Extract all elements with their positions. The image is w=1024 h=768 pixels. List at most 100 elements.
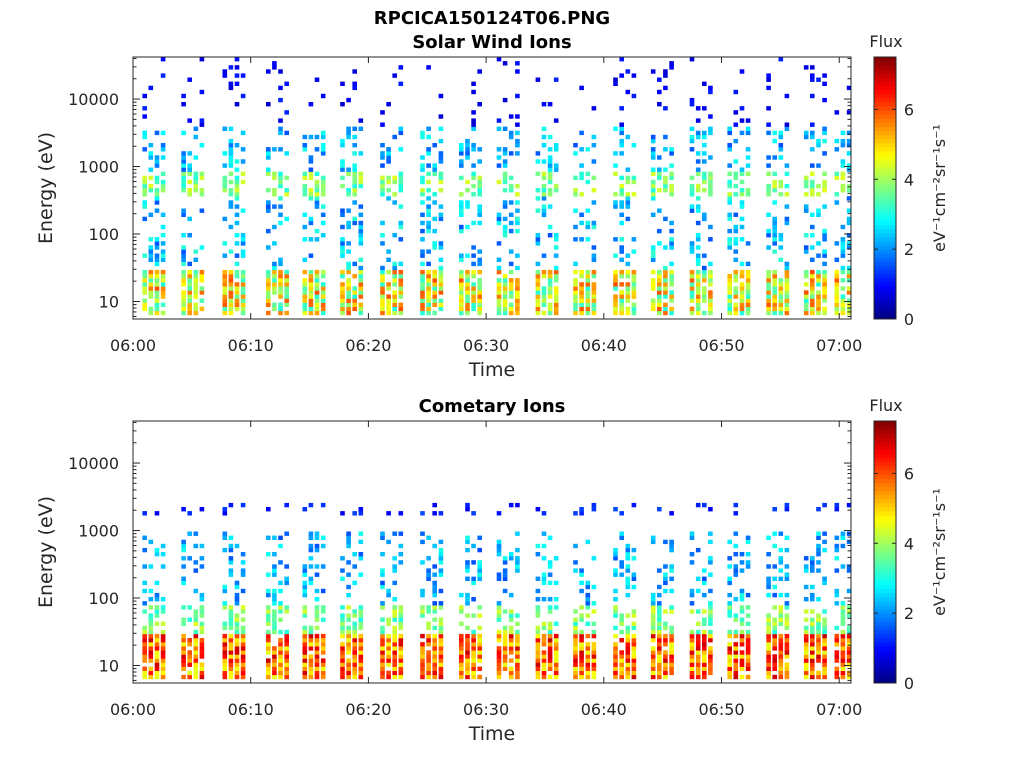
heatmap-cell: [591, 306, 597, 312]
heatmap-cell: [772, 171, 777, 176]
heatmap-cell: [663, 674, 668, 680]
heatmap-cell: [420, 560, 425, 565]
heatmap-cell: [591, 298, 597, 303]
heatmap-cell: [803, 568, 809, 573]
heatmap-cell: [502, 588, 508, 594]
heatmap-cell: [154, 613, 160, 618]
heatmap-cell: [810, 93, 815, 99]
heatmap-cell: [340, 666, 345, 671]
heatmap-cell: [834, 502, 840, 508]
heatmap-cell: [727, 212, 732, 217]
heatmap-cell: [733, 310, 739, 316]
heatmap-cell: [573, 143, 578, 148]
heatmap-cell: [772, 617, 777, 622]
heatmap-cell: [160, 633, 166, 639]
heatmap-cell: [477, 625, 482, 631]
heatmap-cell: [340, 269, 345, 275]
heatmap-cell: [426, 208, 431, 213]
heatmap-cell: [625, 646, 631, 651]
heatmap-cell: [745, 633, 751, 639]
heatmap-cell: [193, 306, 199, 312]
heatmap-cell: [846, 188, 852, 193]
heatmap-cell: [822, 126, 827, 131]
heatmap-cell: [314, 633, 320, 639]
heatmap-cell: [573, 674, 578, 680]
heatmap-cell: [142, 200, 147, 205]
heatmap-cell: [193, 621, 199, 626]
heatmap-cell: [778, 134, 784, 140]
heatmap-cell: [733, 543, 739, 549]
heatmap-cell: [358, 286, 364, 291]
heatmap-cell: [398, 171, 404, 176]
heatmap-cell: [234, 654, 240, 659]
heatmap-cell: [426, 294, 431, 299]
heatmap-cell: [380, 122, 385, 127]
heatmap-cell: [840, 658, 846, 663]
heatmap-cell: [695, 245, 701, 250]
heatmap-cell: [392, 290, 397, 295]
heatmap-cell: [695, 654, 701, 659]
heatmap-cell: [272, 188, 277, 193]
heatmap-cell: [181, 269, 186, 275]
heatmap-cell: [314, 617, 320, 622]
colorbar-segment: [874, 159, 896, 164]
heatmap-cell: [689, 294, 695, 299]
colorbar-segment: [874, 523, 896, 528]
heatmap-cell: [840, 642, 846, 647]
heatmap-cell: [358, 265, 364, 271]
heatmap-cell: [846, 310, 852, 316]
heatmap-cell: [222, 290, 228, 295]
heatmap-cell: [228, 294, 234, 299]
heatmap-cell: [160, 253, 166, 258]
heatmap-cell: [398, 674, 404, 680]
heatmap-cell: [695, 662, 701, 667]
heatmap-cell: [358, 183, 364, 189]
heatmap-cell: [846, 609, 852, 614]
heatmap-cell: [502, 163, 508, 168]
heatmap-cell: [766, 294, 771, 299]
heatmap-cell: [822, 278, 827, 283]
heatmap-cell: [846, 638, 852, 643]
heatmap-cell: [352, 171, 357, 176]
heatmap-cell: [426, 302, 431, 307]
heatmap-cell: [515, 69, 520, 74]
heatmap-cell: [766, 290, 771, 295]
heatmap-cell: [272, 241, 277, 246]
heatmap-cell: [340, 102, 345, 107]
heatmap-cell: [502, 282, 508, 287]
heatmap-cell: [619, 670, 624, 676]
heatmap-cell: [240, 625, 246, 631]
heatmap-cell: [650, 646, 656, 651]
heatmap-cell: [199, 118, 205, 123]
heatmap-cell: [234, 298, 240, 303]
heatmap-cell: [154, 163, 160, 168]
heatmap-cell: [392, 674, 397, 680]
heatmap-cell: [148, 245, 154, 250]
y-tick-label: 10: [99, 656, 119, 675]
x-tick-label: 06:20: [345, 336, 391, 355]
heatmap-cell: [340, 629, 345, 635]
heatmap-cell: [496, 310, 502, 316]
heatmap-cell: [733, 228, 739, 234]
heatmap-cell: [426, 163, 431, 168]
heatmap-cell: [358, 539, 364, 545]
heatmap-cell: [386, 638, 391, 643]
heatmap-cell: [778, 638, 784, 643]
heatmap-cell: [739, 633, 745, 639]
heatmap-cell: [840, 670, 846, 676]
heatmap-cell: [695, 204, 701, 209]
heatmap-cell: [187, 662, 192, 667]
heatmap-cell: [234, 274, 240, 279]
heatmap-cell: [222, 286, 228, 291]
heatmap-cell: [392, 310, 397, 316]
heatmap-cell: [228, 163, 234, 168]
heatmap-cell: [496, 543, 502, 549]
heatmap-cell: [625, 200, 631, 205]
heatmap-cell: [669, 171, 674, 176]
heatmap-cell: [154, 192, 160, 197]
heatmap-cell: [426, 278, 431, 283]
heatmap-cell: [573, 629, 578, 635]
heatmap-cell: [631, 650, 637, 655]
colorbar-segment: [874, 658, 896, 663]
heatmap-cell: [663, 216, 668, 222]
